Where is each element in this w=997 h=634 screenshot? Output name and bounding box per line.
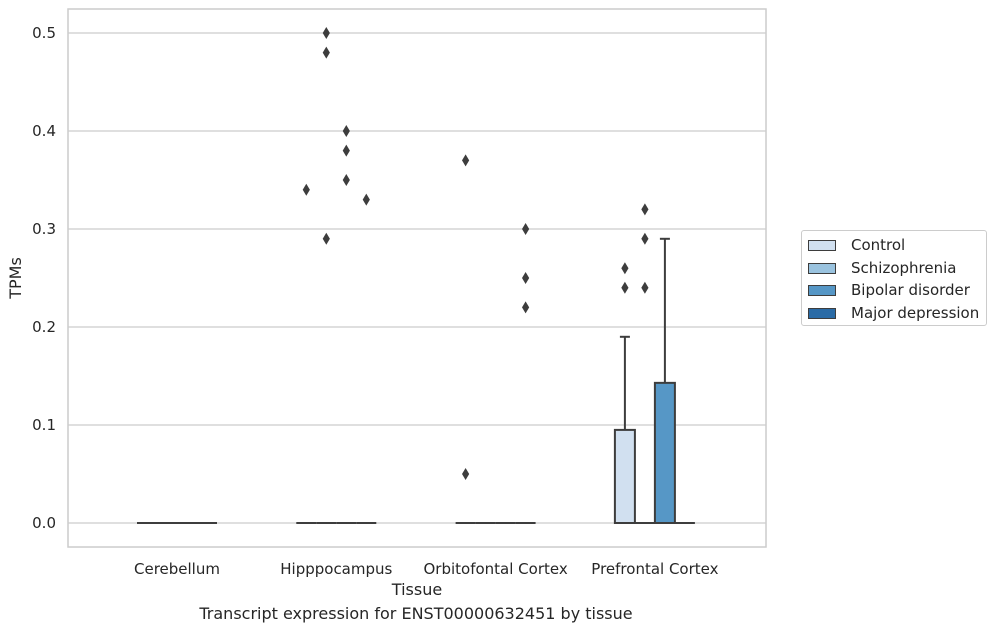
outlier-point [322,46,330,59]
outlier-point [462,468,470,480]
boxes [137,237,695,524]
outliers [302,27,649,480]
outlier-point [522,272,530,284]
x-tick-label: Cerebellum [134,560,220,578]
x-axis-label: Tissue [391,580,442,599]
outlier-point [641,232,649,245]
box [653,381,676,524]
legend-item-schizophrenia: Schizophrenia [808,258,956,278]
y-tick-label: 0.5 [32,24,56,42]
outlier-point [342,144,350,157]
outlier-point [641,203,649,216]
legend: Control Schizophrenia Bipolar disorder M… [801,230,987,326]
legend-swatch-control [808,239,836,251]
y-tick-label: 0.4 [32,122,56,140]
y-tick-label: 0.3 [32,220,56,238]
outlier-point [621,281,629,294]
legend-label-control: Control [851,236,906,254]
outlier-point [522,301,530,314]
y-tick-label: 0.1 [32,416,56,434]
plot-frame [67,8,767,548]
legend-item-bipolar-disorder: Bipolar disorder [808,280,970,300]
chart-caption: Transcript expression for ENST0000063245… [199,604,633,623]
outlier-point [522,223,530,235]
outlier-point [302,183,310,196]
outlier-point [462,154,470,167]
outlier-point [342,174,350,186]
box [613,428,636,524]
outlier-point [621,262,629,275]
legend-swatch-schizophrenia [808,262,836,274]
outlier-point [322,232,330,245]
y-tick-label: 0.0 [32,514,56,532]
legend-item-control: Control [808,235,905,255]
box-group [653,237,676,524]
legend-swatch-major-depression [808,307,836,319]
x-tick-label: Prefrontal Cortex [591,560,718,578]
x-tick-label: Orbitofontal Cortex [423,560,567,578]
x-tick-label: Hipppocampus [280,560,392,578]
y-axis-label: TPMs [6,257,25,300]
legend-label-major-depression: Major depression [851,304,980,322]
outlier-point [342,125,350,137]
legend-swatch-bipolar-disorder [808,284,836,296]
y-tick-labels: 0.0 0.1 0.2 0.3 0.4 0.5 [32,24,56,532]
legend-label-bipolar-disorder: Bipolar disorder [851,281,970,299]
outlier-point [322,27,330,39]
legend-label-schizophrenia: Schizophrenia [851,259,957,277]
box-group [613,335,636,524]
legend-item-major-depression: Major depression [808,303,979,323]
x-tick-labels: Cerebellum Hipppocampus Orbitofontal Corte… [134,560,719,578]
y-tick-label: 0.2 [32,318,56,336]
outlier-point [362,193,370,206]
outlier-point [641,281,649,294]
